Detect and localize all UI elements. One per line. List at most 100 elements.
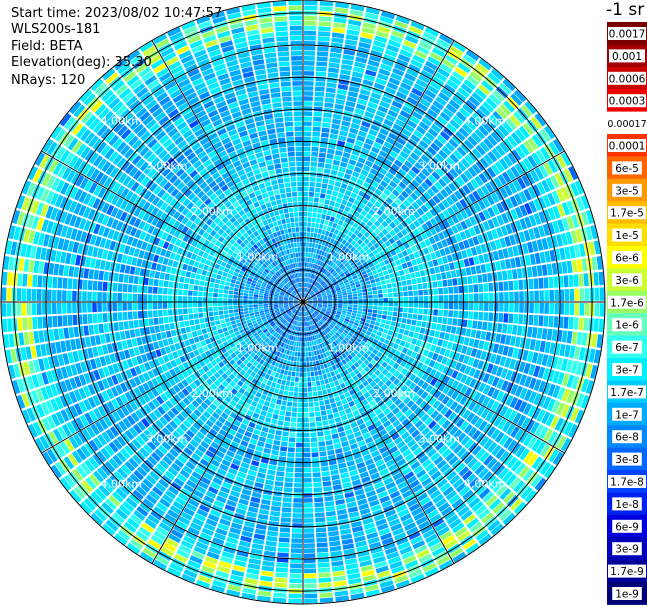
- ray-bin: [153, 34, 168, 45]
- ray-bin: [460, 384, 469, 395]
- ray-bin: [370, 472, 380, 480]
- ray-bin: [109, 167, 120, 178]
- ray-bin: [187, 403, 196, 412]
- ray-bin: [320, 461, 329, 467]
- ray-bin: [268, 375, 274, 382]
- ray-bin: [349, 469, 359, 477]
- ray-bin: [77, 160, 88, 173]
- ray-bin: [68, 266, 75, 277]
- ray-bin: [227, 348, 234, 355]
- ray-bin: [309, 356, 313, 362]
- ray-bin: [101, 431, 112, 443]
- ray-bin: [274, 435, 282, 441]
- ray-bin: [190, 412, 199, 421]
- ray-bin: [179, 355, 187, 363]
- ray-bin: [330, 550, 343, 557]
- ray-bin: [333, 575, 346, 582]
- ray-bin: [279, 316, 284, 321]
- ray-bin: [126, 517, 140, 529]
- ray-bin: [381, 376, 389, 384]
- ray-bin: [348, 438, 357, 445]
- ray-bin: [269, 386, 275, 393]
- ray-bin: [229, 400, 237, 407]
- ray-bin: [392, 343, 399, 350]
- ray-bin: [380, 416, 388, 424]
- ray-bin: [12, 210, 21, 224]
- ray-bin: [191, 400, 200, 408]
- ray-bin: [304, 593, 318, 599]
- ray-bin: [353, 304, 358, 308]
- ray-bin: [534, 302, 539, 314]
- ray-bin: [495, 447, 506, 460]
- ray-bin: [273, 260, 279, 266]
- ray-bin: [63, 327, 70, 339]
- ray-bin: [143, 318, 149, 327]
- ray-bin: [345, 316, 351, 320]
- ray-bin: [143, 459, 155, 470]
- ray-bin: [545, 413, 555, 427]
- ray-bin: [194, 449, 204, 458]
- ray-bin: [158, 72, 172, 82]
- ray-bin: [174, 136, 184, 145]
- ray-bin: [339, 326, 345, 332]
- ray-bin: [245, 346, 251, 352]
- ray-bin: [262, 270, 268, 276]
- ray-bin: [32, 317, 38, 330]
- ray-bin: [79, 177, 89, 190]
- ray-bin: [369, 400, 377, 407]
- ray-bin: [194, 128, 205, 137]
- ray-bin: [295, 462, 303, 468]
- ray-bin: [62, 353, 70, 365]
- ray-bin: [260, 257, 266, 263]
- ray-bin: [265, 479, 274, 486]
- ray-bin: [342, 543, 355, 550]
- ray-bin: [298, 316, 300, 322]
- ray-bin: [435, 427, 445, 437]
- ray-bin: [88, 410, 98, 422]
- ray-bin: [104, 354, 112, 365]
- ray-bin: [124, 265, 131, 274]
- ray-bin: [561, 373, 570, 387]
- ray-bin: [125, 95, 138, 107]
- ray-bin: [276, 271, 281, 276]
- ray-bin: [239, 174, 248, 181]
- ray-bin: [220, 337, 227, 343]
- ray-bin: [327, 413, 334, 420]
- ray-bin: [178, 50, 192, 60]
- ray-bin: [532, 407, 542, 420]
- ray-bin: [468, 302, 474, 311]
- ray-bin: [188, 475, 200, 485]
- ray-bin: [133, 207, 142, 217]
- ray-bin: [241, 592, 256, 600]
- ray-bin: [139, 268, 146, 277]
- ray-bin: [507, 439, 518, 452]
- ray-bin: [297, 407, 303, 413]
- ray-bin: [323, 335, 328, 341]
- ray-bin: [437, 339, 444, 347]
- ray-bin: [340, 472, 349, 479]
- ray-bin: [111, 374, 119, 385]
- ray-bin: [238, 498, 249, 506]
- ray-bin: [473, 369, 481, 379]
- ray-bin: [363, 373, 370, 380]
- ray-bin: [314, 507, 325, 513]
- ray-bin: [290, 417, 297, 422]
- ray-bin: [246, 409, 254, 417]
- ray-bin: [126, 256, 133, 265]
- ray-bin: [177, 455, 187, 464]
- ray-bin: [60, 182, 70, 195]
- ray-bin: [407, 313, 413, 319]
- ray-bin: [134, 365, 142, 375]
- ray-bin: [279, 451, 287, 457]
- ray-bin: [163, 181, 172, 191]
- ray-bin: [122, 311, 128, 321]
- ray-bin: [461, 345, 468, 354]
- ray-bin: [267, 318, 273, 322]
- ray-bin: [226, 242, 233, 249]
- ray-bin: [310, 307, 315, 312]
- ray-bin: [213, 225, 221, 232]
- ray-bin: [418, 553, 432, 564]
- ray-bin: [39, 435, 50, 450]
- ray-bin: [220, 280, 226, 285]
- ray-bin: [55, 411, 65, 425]
